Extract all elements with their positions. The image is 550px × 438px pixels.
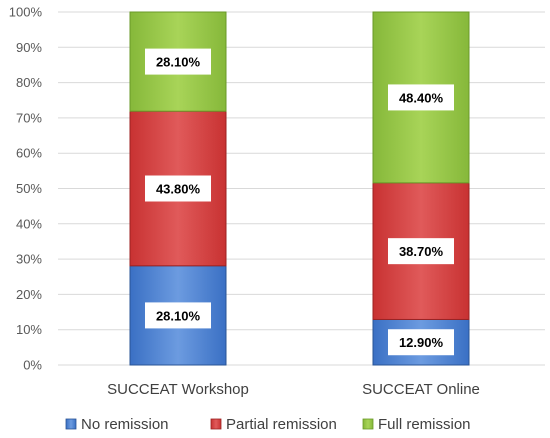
y-tick-label: 40%: [16, 216, 42, 231]
y-tick-label: 80%: [16, 75, 42, 90]
y-tick-label: 20%: [16, 287, 42, 302]
y-tick-label: 0%: [23, 358, 42, 373]
legend: No remission Partial remission Full remiss…: [65, 416, 471, 433]
y-tick-label: 70%: [16, 110, 42, 125]
data-label-box: [388, 329, 454, 356]
data-label-box: [145, 175, 211, 202]
x-axis-categories: SUCCEAT Workshop SUCCEAT Online: [107, 381, 480, 398]
y-tick-label: 60%: [16, 146, 42, 161]
legend-swatch: [210, 418, 222, 430]
legend-label: Full remission: [378, 416, 471, 433]
data-label: 28.10%: [156, 55, 201, 70]
data-label: 12.90%: [399, 335, 444, 350]
data-label: 43.80%: [156, 182, 201, 197]
legend-label: No remission: [81, 416, 169, 433]
data-labels: 28.10% 43.80% 28.10% 12.90% 38.70% 48.40%: [145, 48, 454, 356]
y-tick-label: 10%: [16, 322, 42, 337]
data-label-box: [145, 302, 211, 329]
legend-swatch: [362, 418, 374, 430]
legend-label: Partial remission: [226, 416, 337, 433]
data-label: 28.10%: [156, 308, 201, 323]
y-tick-label: 90%: [16, 40, 42, 55]
data-label: 38.70%: [399, 244, 444, 259]
y-tick-label: 50%: [16, 181, 42, 196]
data-label-box: [145, 48, 211, 75]
y-tick-label: 30%: [16, 252, 42, 267]
y-axis-ticks: 0% 10% 20% 30% 40% 50% 60% 70% 80% 90% 100%: [9, 5, 43, 373]
x-category-label: SUCCEAT Online: [362, 381, 480, 398]
legend-swatch: [65, 418, 77, 430]
data-label: 48.40%: [399, 90, 444, 105]
x-category-label: SUCCEAT Workshop: [107, 381, 249, 398]
data-label-box: [388, 238, 454, 265]
data-label-box: [388, 84, 454, 111]
y-tick-label: 100%: [9, 5, 43, 20]
